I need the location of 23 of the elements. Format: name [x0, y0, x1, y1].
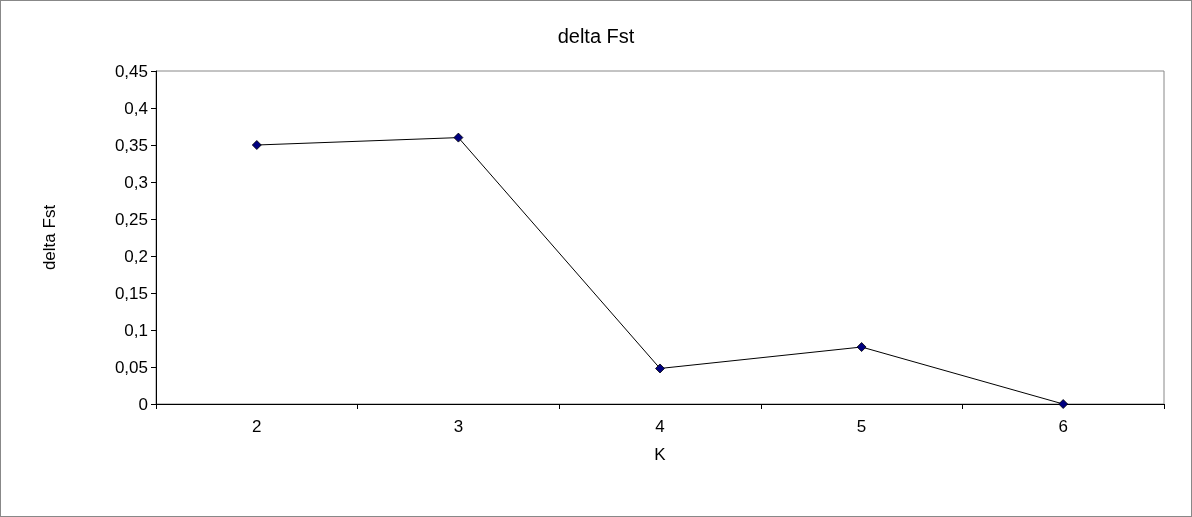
y-tick-label: 0,4 — [124, 98, 148, 118]
y-tick-label: 0 — [138, 394, 148, 414]
y-tick-label: 0,05 — [114, 357, 148, 377]
point — [251, 140, 262, 150]
x-tick-label: 2 — [252, 417, 262, 436]
x-tick-label: 4 — [655, 417, 665, 436]
x-tick-label: 3 — [453, 417, 464, 436]
y-tick-label: 0,35 — [114, 135, 148, 155]
y-tick-label: 0,1 — [124, 320, 148, 340]
point — [453, 132, 464, 143]
y-tick-label: 0,2 — [124, 246, 148, 266]
x-tick-label: 5 — [856, 417, 867, 436]
x-tick-label: 6 — [1058, 417, 1068, 436]
y-tick-label: 0,3 — [124, 172, 148, 192]
y-tick-label: 0,45 — [114, 61, 148, 81]
y-tick-label: 0,15 — [114, 283, 148, 303]
point — [856, 342, 867, 352]
y-tick-label: 0,25 — [114, 209, 148, 229]
point — [655, 363, 665, 374]
chart-title: delta Fst — [557, 25, 635, 47]
x-axis-title: K — [654, 445, 667, 464]
y-axis-title: delta Fst — [40, 204, 59, 271]
point — [1058, 399, 1069, 409]
